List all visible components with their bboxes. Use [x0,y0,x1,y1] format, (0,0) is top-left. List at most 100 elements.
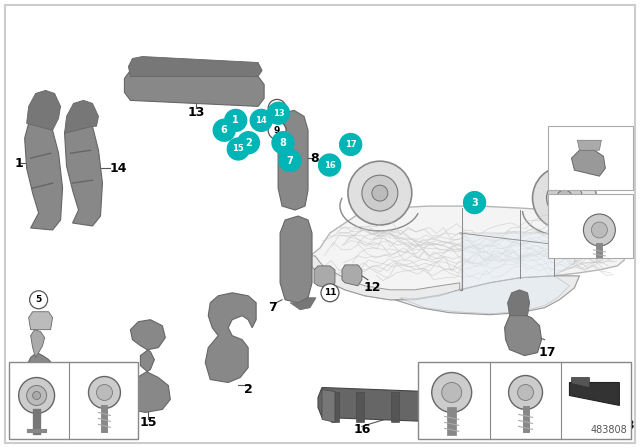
FancyBboxPatch shape [547,194,634,258]
Circle shape [591,222,607,238]
Polygon shape [318,388,534,425]
Polygon shape [508,290,529,316]
Text: 16: 16 [353,423,371,436]
Text: 17: 17 [345,140,356,149]
Polygon shape [25,353,59,392]
Circle shape [27,385,47,405]
Text: 2: 2 [244,383,253,396]
Polygon shape [552,392,557,422]
Text: 17: 17 [539,346,556,359]
Circle shape [227,138,249,160]
Polygon shape [305,256,460,300]
Circle shape [340,134,362,155]
Polygon shape [400,276,570,314]
Circle shape [557,190,572,206]
FancyBboxPatch shape [418,362,631,439]
Circle shape [237,132,259,154]
Circle shape [268,99,286,117]
Text: 1: 1 [232,116,239,125]
Polygon shape [29,312,52,330]
Polygon shape [506,392,513,422]
Polygon shape [570,383,620,405]
Text: 3: 3 [471,198,478,207]
Text: 6: 6 [221,125,228,135]
Text: 14: 14 [109,162,127,175]
Circle shape [348,161,412,225]
Circle shape [584,214,615,246]
Polygon shape [280,216,312,303]
Polygon shape [129,56,262,77]
Polygon shape [322,389,335,422]
Circle shape [225,109,246,131]
Polygon shape [395,276,579,314]
Polygon shape [65,100,99,134]
Text: 2: 2 [245,138,252,148]
Circle shape [547,180,582,216]
Text: 5: 5 [35,295,42,304]
Text: 8: 8 [310,152,319,165]
Circle shape [432,373,472,413]
Text: 11: 11 [90,361,108,374]
Polygon shape [124,70,264,106]
Text: 15: 15 [140,416,157,429]
Text: 1: 1 [14,157,23,170]
Circle shape [319,154,340,176]
Polygon shape [572,378,589,388]
Circle shape [272,132,294,154]
Circle shape [362,175,398,211]
Polygon shape [356,392,364,422]
Circle shape [88,376,120,409]
Polygon shape [290,298,316,310]
Text: 12: 12 [363,281,381,294]
Text: 9: 9 [274,126,280,135]
Text: 4: 4 [555,199,564,212]
Circle shape [19,378,54,414]
Polygon shape [504,313,541,356]
Polygon shape [25,116,63,230]
Text: 3: 3 [625,419,634,432]
Polygon shape [572,392,577,422]
Polygon shape [436,392,444,422]
Text: 9: 9 [521,361,530,374]
Polygon shape [577,140,602,150]
Text: 14: 14 [255,116,267,125]
Circle shape [29,291,47,309]
Circle shape [518,384,534,401]
Text: 16: 16 [324,160,335,169]
Polygon shape [127,320,170,413]
Text: 13: 13 [188,106,205,119]
Text: 12: 12 [12,361,29,374]
Text: 7: 7 [268,301,276,314]
Polygon shape [205,293,256,383]
Circle shape [33,392,40,400]
Circle shape [509,375,543,409]
Polygon shape [461,233,575,290]
Circle shape [268,102,289,124]
Text: 4: 4 [14,386,23,399]
Text: 10: 10 [421,361,438,374]
Text: 13: 13 [273,109,284,118]
Text: 8: 8 [280,138,286,148]
Circle shape [463,192,486,214]
Circle shape [97,384,113,401]
Polygon shape [65,112,102,226]
Polygon shape [540,383,625,425]
Circle shape [250,109,272,131]
Polygon shape [476,392,484,422]
Polygon shape [572,150,605,176]
Polygon shape [331,392,339,422]
Text: 6: 6 [66,368,75,381]
Circle shape [442,383,461,402]
Circle shape [279,150,301,172]
Polygon shape [305,206,625,300]
FancyBboxPatch shape [4,4,636,444]
Polygon shape [541,366,557,389]
Text: 483808: 483808 [591,425,627,435]
Text: 7: 7 [287,155,293,166]
Polygon shape [342,265,362,286]
Polygon shape [27,90,61,130]
Circle shape [268,121,286,139]
Polygon shape [314,266,335,288]
Polygon shape [31,330,45,358]
Polygon shape [591,392,597,422]
